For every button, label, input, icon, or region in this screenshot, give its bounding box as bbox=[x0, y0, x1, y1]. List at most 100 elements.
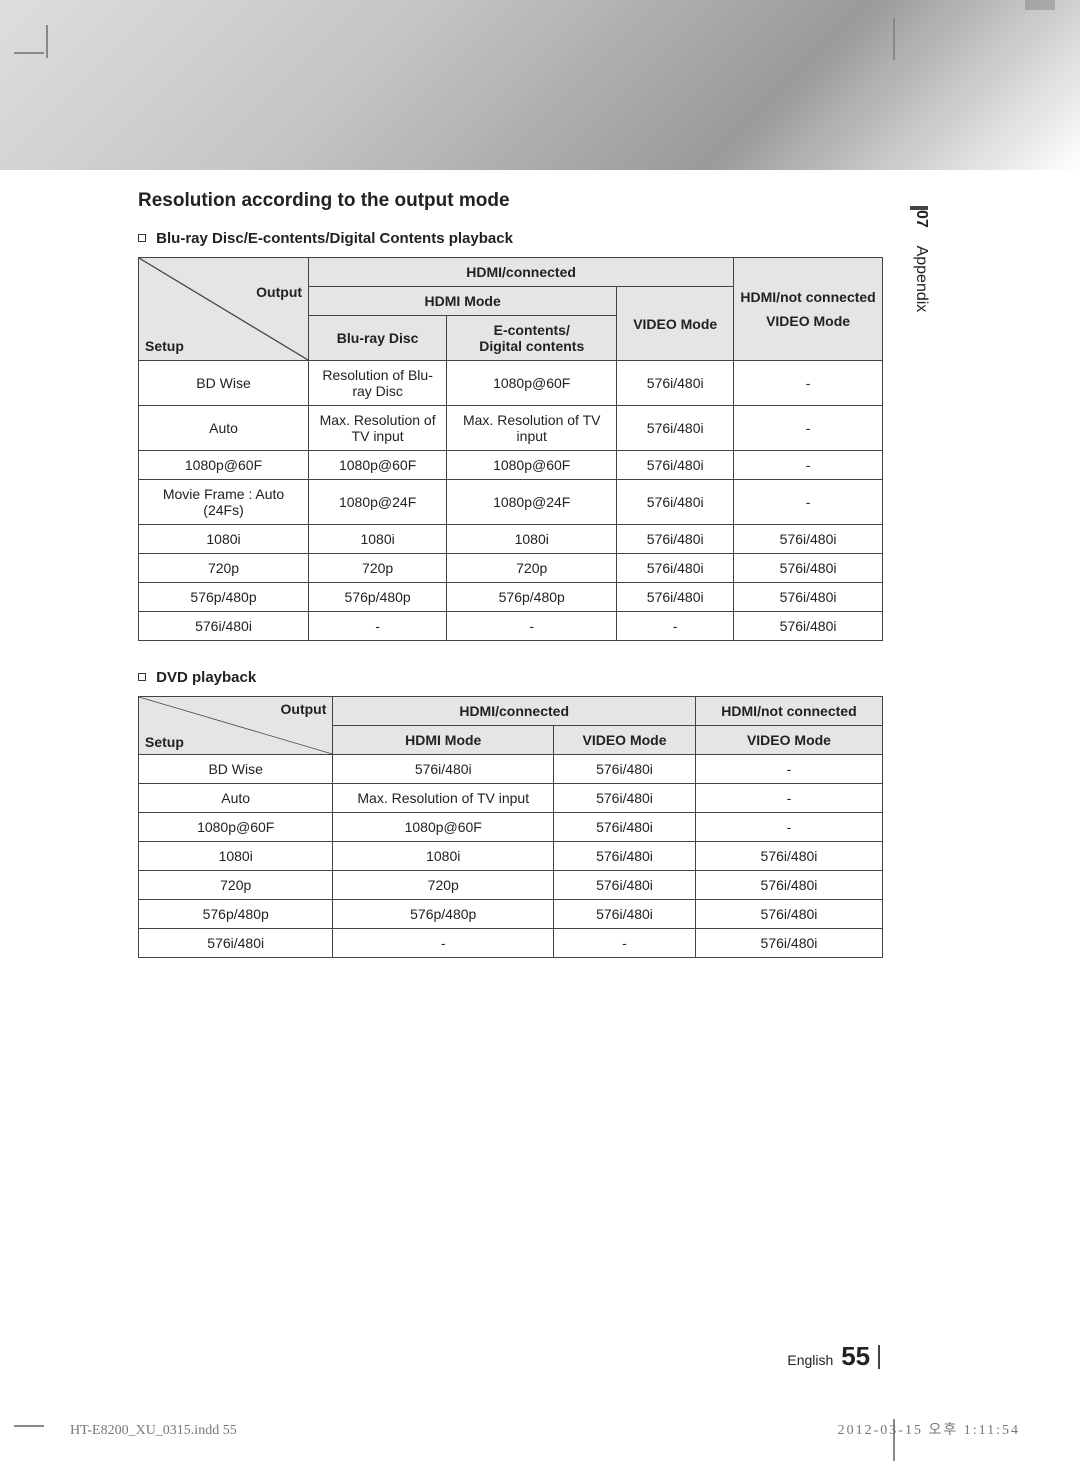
col-video-mode-1: VIDEO Mode bbox=[554, 726, 696, 755]
col-hdmi-mode: HDMI Mode bbox=[333, 726, 554, 755]
crop-mark bbox=[14, 1425, 44, 1427]
diag-output-label: Output bbox=[256, 284, 302, 300]
table-cell: - bbox=[734, 406, 883, 451]
subheading-2: DVD playback bbox=[138, 669, 883, 686]
subheading-1-text: Blu-ray Disc/E-contents/Digital Contents… bbox=[156, 230, 513, 247]
table-row: 720p720p720p576i/480i576i/480i bbox=[139, 554, 883, 583]
table-row: Movie Frame : Auto (24Fs)1080p@24F1080p@… bbox=[139, 480, 883, 525]
table-cell: - bbox=[734, 361, 883, 406]
diag-output-label: Output bbox=[281, 701, 327, 717]
table-row: 576p/480p576p/480p576p/480p576i/480i576i… bbox=[139, 583, 883, 612]
footer-page-number: 55 bbox=[841, 1341, 870, 1371]
main-content: Resolution according to the output mode … bbox=[138, 190, 883, 958]
col-hdmi-mode: HDMI Mode bbox=[309, 287, 617, 316]
table-row: 720p720p576i/480i576i/480i bbox=[139, 871, 883, 900]
table-cell: BD Wise bbox=[139, 361, 309, 406]
table-cell: 576i/480i bbox=[695, 929, 882, 958]
footer-language: English bbox=[787, 1352, 833, 1368]
table-cell: 576i/480i bbox=[554, 842, 696, 871]
col-hdmi-not-connected-header: HDMI/not connected VIDEO Mode bbox=[734, 258, 883, 361]
crop-mark bbox=[14, 52, 44, 54]
table-cell: 576i/480i bbox=[617, 406, 734, 451]
diag-setup-label: Setup bbox=[145, 734, 184, 750]
table-cell: 720p bbox=[139, 554, 309, 583]
table-row: 1080p@60F1080p@60F1080p@60F576i/480i- bbox=[139, 451, 883, 480]
table-cell: - bbox=[617, 612, 734, 641]
table-row: 576i/480i---576i/480i bbox=[139, 612, 883, 641]
table-row: 1080i1080i1080i576i/480i576i/480i bbox=[139, 525, 883, 554]
table-cell: 576i/480i bbox=[734, 583, 883, 612]
table-cell: 720p bbox=[139, 871, 333, 900]
table-cell: Max. Resolution of TV input bbox=[309, 406, 447, 451]
table-cell: 1080p@60F bbox=[139, 451, 309, 480]
table-cell: 1080i bbox=[139, 525, 309, 554]
table-cell: 576i/480i bbox=[617, 480, 734, 525]
table-cell: 576p/480p bbox=[139, 900, 333, 929]
chapter-side-tab: 07 Appendix bbox=[912, 210, 930, 312]
col-hdmi-not-connected: HDMI/not connected bbox=[695, 697, 882, 726]
table-cell: - bbox=[695, 813, 882, 842]
table-cell: 1080p@24F bbox=[309, 480, 447, 525]
subheading-1: Blu-ray Disc/E-contents/Digital Contents… bbox=[138, 230, 883, 247]
table-row: BD Wise576i/480i576i/480i- bbox=[139, 755, 883, 784]
table-row: 1080i1080i576i/480i576i/480i bbox=[139, 842, 883, 871]
table-row: 576p/480p576p/480p576i/480i576i/480i bbox=[139, 900, 883, 929]
table-cell: 576p/480p bbox=[447, 583, 617, 612]
chapter-number: 07 bbox=[913, 210, 930, 228]
table-dvd-resolution: Output Setup HDMI/connected HDMI/not con… bbox=[138, 696, 883, 958]
table-cell: 576p/480p bbox=[333, 900, 554, 929]
table-cell: 576i/480i bbox=[695, 900, 882, 929]
footer-bar-icon bbox=[878, 1345, 880, 1369]
table-cell: 576i/480i bbox=[617, 525, 734, 554]
table-cell: - bbox=[734, 480, 883, 525]
chapter-label: Appendix bbox=[913, 246, 930, 313]
bullet-icon bbox=[138, 673, 146, 681]
table-cell: 1080p@60F bbox=[447, 361, 617, 406]
diag-setup-label: Setup bbox=[145, 338, 184, 354]
section-title: Resolution according to the output mode bbox=[138, 190, 883, 212]
table-cell: - bbox=[695, 784, 882, 813]
table-cell: 576i/480i bbox=[554, 871, 696, 900]
table-cell: Auto bbox=[139, 784, 333, 813]
source-file-label: HT-E8200_XU_0315.indd 55 bbox=[70, 1423, 237, 1439]
table-cell: 576i/480i bbox=[333, 755, 554, 784]
table-cell: Max. Resolution of TV input bbox=[333, 784, 554, 813]
table-cell: 576i/480i bbox=[617, 361, 734, 406]
table-cell: 1080i bbox=[139, 842, 333, 871]
table-cell: 1080p@60F bbox=[333, 813, 554, 842]
table-cell: 1080i bbox=[309, 525, 447, 554]
table-cell: 1080p@60F bbox=[447, 451, 617, 480]
table-cell: 576i/480i bbox=[139, 929, 333, 958]
col-video-mode-1: VIDEO Mode bbox=[617, 287, 734, 361]
table-diag-header: Output Setup bbox=[139, 697, 333, 755]
table-cell: - bbox=[734, 451, 883, 480]
bullet-icon bbox=[138, 234, 146, 242]
table-row: BD WiseResolution of Blu-ray Disc1080p@6… bbox=[139, 361, 883, 406]
col-hdmi-not-connected: HDMI/not connected bbox=[738, 289, 878, 305]
table-cell: 576i/480i bbox=[695, 842, 882, 871]
table-cell: 1080p@60F bbox=[139, 813, 333, 842]
table-cell: 576i/480i bbox=[139, 612, 309, 641]
table-cell: 576p/480p bbox=[309, 583, 447, 612]
table-row: 1080p@60F1080p@60F576i/480i- bbox=[139, 813, 883, 842]
table-row: AutoMax. Resolution of TV input576i/480i… bbox=[139, 784, 883, 813]
table-cell: 1080p@60F bbox=[309, 451, 447, 480]
col-hdmi-connected: HDMI/connected bbox=[309, 258, 734, 287]
table-cell: 720p bbox=[309, 554, 447, 583]
table-cell: 1080p@24F bbox=[447, 480, 617, 525]
table-bluray-resolution: Output Setup HDMI/connected HDMI/not con… bbox=[138, 257, 883, 641]
table-cell: - bbox=[447, 612, 617, 641]
table-cell: Movie Frame : Auto (24Fs) bbox=[139, 480, 309, 525]
col-bluray-disc: Blu-ray Disc bbox=[309, 316, 447, 361]
table-cell: - bbox=[695, 755, 882, 784]
table-cell: 576i/480i bbox=[734, 525, 883, 554]
table-cell: Max. Resolution of TV input bbox=[447, 406, 617, 451]
table-cell: 576i/480i bbox=[734, 612, 883, 641]
table-cell: 576i/480i bbox=[554, 755, 696, 784]
table-cell: 576i/480i bbox=[734, 554, 883, 583]
table-row: 576i/480i--576i/480i bbox=[139, 929, 883, 958]
table-cell: 576i/480i bbox=[617, 554, 734, 583]
table-cell: 576i/480i bbox=[554, 813, 696, 842]
table-cell: 720p bbox=[447, 554, 617, 583]
table-cell: 576i/480i bbox=[554, 900, 696, 929]
